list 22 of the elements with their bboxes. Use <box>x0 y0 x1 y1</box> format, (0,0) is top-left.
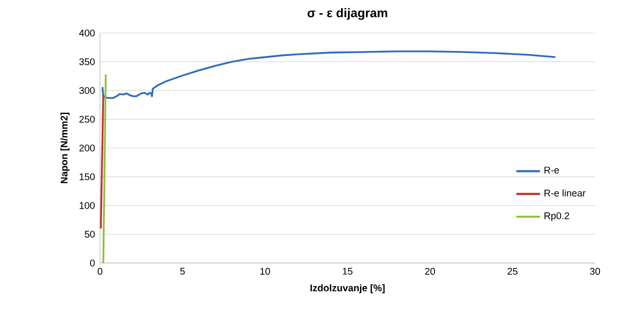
legend-label: R-e linear <box>544 189 586 197</box>
y-tick-label: 300 <box>79 87 95 94</box>
x-tick-label: 5 <box>180 268 185 275</box>
y-tick-label: 100 <box>80 202 95 209</box>
y-tick-label: 250 <box>79 116 95 123</box>
legend-label: R-e <box>544 166 559 174</box>
x-tick-label: 10 <box>260 268 270 275</box>
x-tick-label: 0 <box>98 268 102 275</box>
y-tick-label: 350 <box>79 58 95 66</box>
y-tick-label: 50 <box>84 230 95 238</box>
legend-label: Rp0.2 <box>544 212 570 222</box>
x-axis-title: Izdolzuvanje [%] <box>310 284 385 294</box>
y-axis-title: Napon [N/mm2] <box>60 112 70 184</box>
x-tick-label: 25 <box>508 268 518 275</box>
x-tick-label: 15 <box>342 268 352 275</box>
y-tick-label: 200 <box>79 144 95 152</box>
y-tick-label: 0 <box>90 260 95 266</box>
x-tick-label: 30 <box>590 268 600 275</box>
y-tick-label: 150 <box>80 173 95 180</box>
x-tick-label: 20 <box>425 268 436 275</box>
chart-title: σ - ε dijagram <box>308 8 388 20</box>
y-tick-label: 400 <box>79 30 95 36</box>
